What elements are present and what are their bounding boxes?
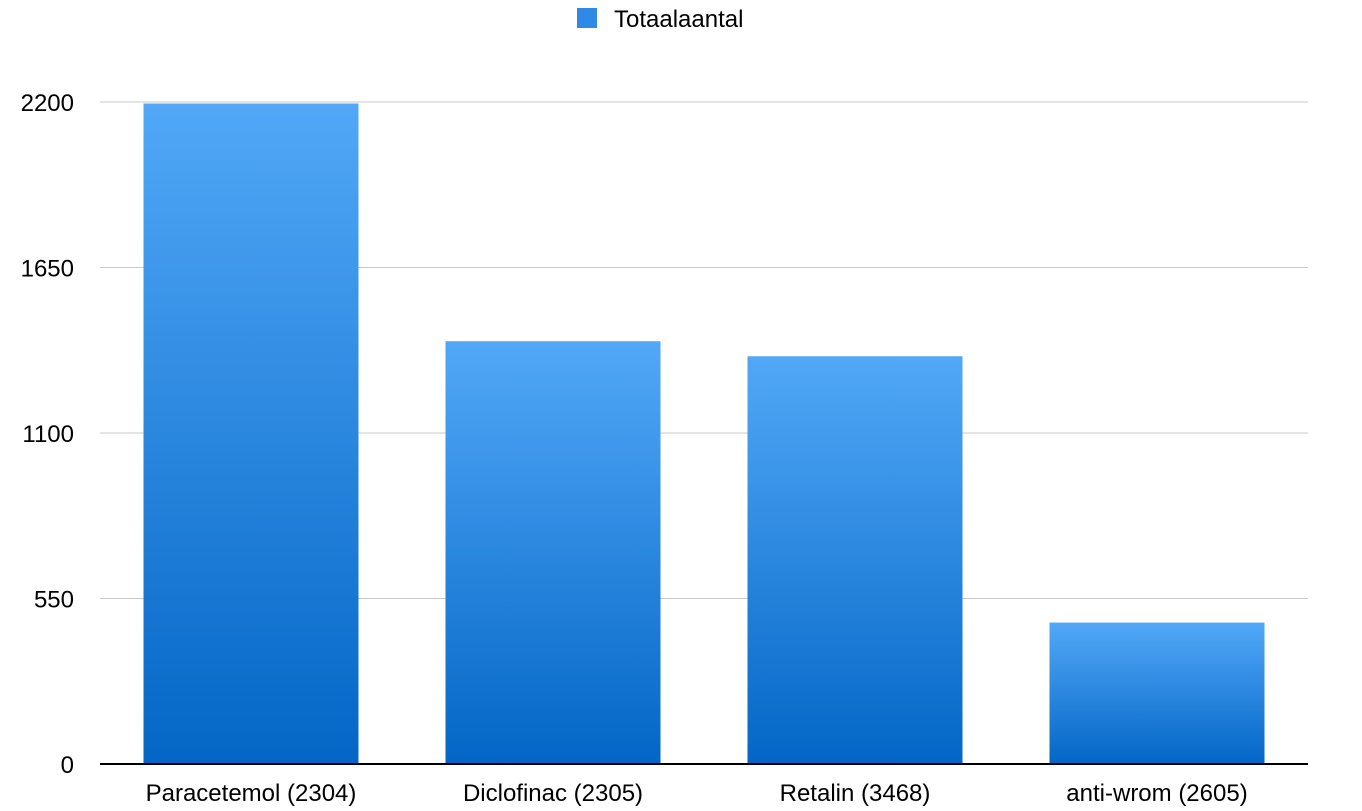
y-tick-label: 1100: [22, 421, 74, 448]
bar: [747, 356, 963, 764]
x-tick-label: anti-wrom (2605): [1066, 780, 1247, 806]
legend-label-totaalaantal: Totaalaantal: [614, 6, 743, 33]
x-tick-label: Diclofinac (2305): [463, 780, 643, 806]
x-tick-label: Paracetemol (2304): [146, 780, 357, 806]
y-tick-label: 550: [34, 587, 74, 614]
legend-swatch-totaalaantal: [577, 8, 597, 28]
y-tick-label: 1650: [21, 256, 74, 283]
x-tick-label: Retalin (3468): [780, 780, 931, 806]
y-tick-label: 2200: [21, 90, 74, 117]
bars: [143, 103, 1265, 765]
bar: [143, 103, 359, 765]
bar: [445, 341, 661, 764]
legend: Totaalaantal: [577, 6, 743, 33]
bar: [1049, 622, 1265, 764]
y-tick-label: 0: [61, 752, 74, 779]
axis-labels: 0 550 1100 1650 2200 Paracetemol (2304) Diclof…: [21, 90, 1248, 807]
